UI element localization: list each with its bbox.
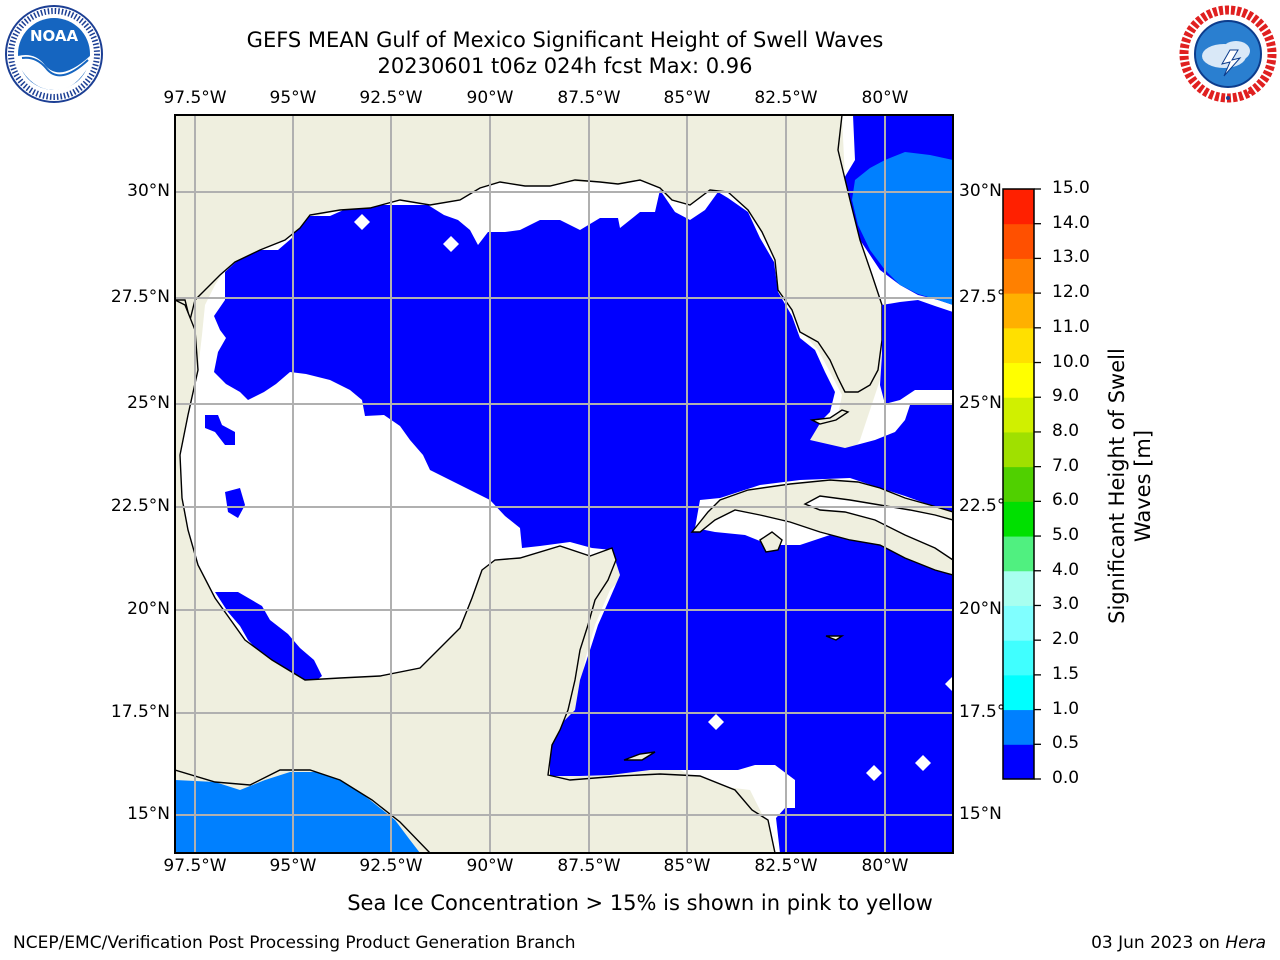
swell-west-spot1 xyxy=(205,415,235,445)
colorbar-tick-label: 12.0 xyxy=(1052,282,1090,303)
colorbar-tick-label: 1.0 xyxy=(1052,698,1080,719)
colorbar-tick-label: 1.5 xyxy=(1052,663,1080,684)
lon-label-bottom: 90°W xyxy=(466,856,514,876)
lon-label-bottom: 82.5°W xyxy=(754,856,818,876)
colorbar-tick-label: 6.0 xyxy=(1052,490,1080,511)
colorbar-cell xyxy=(1003,640,1034,676)
colorbar-tick-label: 15.0 xyxy=(1052,178,1090,198)
lon-label-top: 97.5°W xyxy=(163,88,227,108)
coastlines xyxy=(175,115,953,853)
colorbar-cell xyxy=(1003,744,1034,780)
lat-label-left: 30°N xyxy=(127,181,170,201)
colorbar-cell xyxy=(1003,674,1034,711)
colorbar-tick-label: 8.0 xyxy=(1052,420,1080,441)
colorbar-cell xyxy=(1003,223,1034,259)
lat-label-right: 25°N xyxy=(959,393,1002,413)
colorbar-cell xyxy=(1003,293,1034,329)
colorbar-cell xyxy=(1003,709,1034,745)
lon-label-bottom: 80°W xyxy=(861,856,909,876)
colorbar-cell xyxy=(1003,431,1034,468)
footer-host: Hera xyxy=(1225,933,1266,953)
lat-label-left: 27.5°N xyxy=(110,287,170,307)
colorbar-label-wrap: Significant Height of Swell Waves [m] xyxy=(1104,348,1280,636)
colorbar-label-line2: Waves [m] xyxy=(1131,429,1155,543)
colorbar-tick-label: 11.0 xyxy=(1052,316,1090,337)
lon-label-top: 92.5°W xyxy=(359,88,423,108)
lon-label-top: 80°W xyxy=(861,88,909,108)
colorbar-label-line1: Significant Height of Swell xyxy=(1105,348,1129,624)
lon-label-top: 85°W xyxy=(663,88,711,108)
colorbar-tick-label: 9.0 xyxy=(1052,386,1080,407)
lon-label-top: 95°W xyxy=(269,88,317,108)
map-subtitle: 20230601 t06z 024h fcst Max: 0.96 xyxy=(377,54,753,78)
swell-florida-east xyxy=(880,300,953,404)
lon-label-bottom: 85°W xyxy=(663,856,711,876)
sea-ice-note: Sea Ice Concentration > 15% is shown in … xyxy=(347,891,933,915)
swell-0-0.5 xyxy=(214,115,953,853)
map-layers xyxy=(175,115,953,853)
nodata-diamonds xyxy=(354,214,953,781)
colorbar-cell xyxy=(1003,189,1034,225)
lat-label-left: 20°N xyxy=(127,599,170,619)
colorbar-tick-label: 0.5 xyxy=(1052,733,1080,754)
lat-label-left: 15°N xyxy=(127,804,170,824)
colorbar-tick-label: 2.0 xyxy=(1052,629,1080,650)
colorbar-cell xyxy=(1003,570,1034,606)
lon-label-bottom: 97.5°W xyxy=(163,856,227,876)
colorbar-tick-label: 13.0 xyxy=(1052,247,1090,268)
colorbar-cell xyxy=(1003,466,1034,502)
lon-label-bottom: 92.5°W xyxy=(359,856,423,876)
colorbar-tick-label: 5.0 xyxy=(1052,525,1080,546)
swell-mexico-strip xyxy=(215,592,322,684)
map-title: GEFS MEAN Gulf of Mexico Significant Hei… xyxy=(246,28,884,52)
lon-label-top: 87.5°W xyxy=(557,88,621,108)
colorbar-cell xyxy=(1003,362,1034,398)
map-frame xyxy=(174,114,954,854)
noaa-logo: NOAA xyxy=(5,5,103,103)
footer-date-text: 03 Jun 2023 on xyxy=(1091,933,1226,953)
colorbar-cell xyxy=(1003,258,1034,294)
noaa-logo-text: NOAA xyxy=(30,27,79,45)
lat-label-left: 25°N xyxy=(127,393,170,413)
lat-label-left: 22.5°N xyxy=(110,496,170,516)
nws-logo xyxy=(1179,5,1277,103)
footer-date: 03 Jun 2023 on Hera xyxy=(1091,933,1266,953)
lat-label-left: 17.5°N xyxy=(110,702,170,722)
lon-label-top: 90°W xyxy=(466,88,514,108)
lat-label-right: 30°N xyxy=(959,181,1002,201)
graticule xyxy=(175,115,953,853)
colorbar-tick-label: 3.0 xyxy=(1052,594,1080,615)
colorbar-tick-label: 7.0 xyxy=(1052,455,1080,476)
colorbar-tick-label: 4.0 xyxy=(1052,559,1080,580)
colorbar-cell xyxy=(1003,605,1034,641)
colorbar-cell xyxy=(1003,327,1034,364)
colorbar-cell xyxy=(1003,536,1034,572)
colorbar-cell xyxy=(1003,397,1034,433)
colorbar-cell xyxy=(1003,501,1034,537)
footer-branch: NCEP/EMC/Verification Post Processing Pr… xyxy=(13,933,576,953)
swell-west-spot2 xyxy=(225,488,245,518)
lon-label-top: 82.5°W xyxy=(754,88,818,108)
lat-label-right: 15°N xyxy=(959,804,1002,824)
colorbar-tick-label: 10.0 xyxy=(1052,351,1090,372)
colorbar xyxy=(1002,188,1041,780)
lon-label-bottom: 95°W xyxy=(269,856,317,876)
lon-label-bottom: 87.5°W xyxy=(557,856,621,876)
colorbar-tick-label: 14.0 xyxy=(1052,212,1090,233)
colorbar-tick-label: 0.0 xyxy=(1052,768,1080,788)
lat-label-right: 20°N xyxy=(959,599,1002,619)
swell-0.5-1.0-atlantic xyxy=(852,152,953,305)
